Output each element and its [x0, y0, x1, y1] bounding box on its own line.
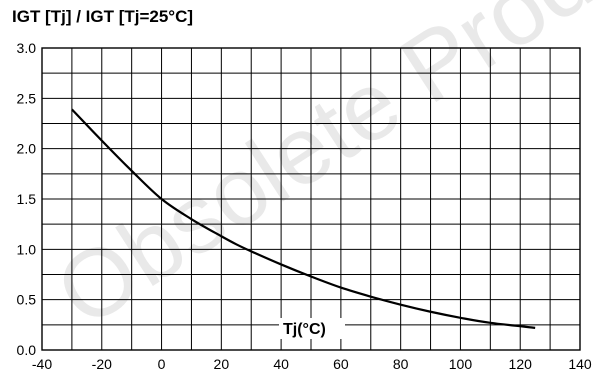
x-axis-label-background	[279, 318, 345, 339]
x-tick-label: -20	[92, 356, 112, 372]
y-tick-label: 0.5	[17, 292, 37, 308]
x-tick-label: 80	[393, 356, 409, 372]
x-tick-label: 20	[214, 356, 230, 372]
x-axis-label: Tj(°C)	[283, 321, 326, 338]
y-tick-label: 1.0	[17, 241, 37, 257]
y-tick-label: 0.0	[17, 342, 37, 358]
x-tick-label: 140	[568, 356, 592, 372]
y-tick-label: 3.0	[17, 40, 37, 56]
x-tick-label: 60	[333, 356, 349, 372]
x-tick-label: 120	[509, 356, 533, 372]
grid	[42, 48, 580, 350]
series-line	[71, 108, 536, 329]
plot-frame	[41, 47, 581, 351]
tick-labels: -40 -20 0 20 40 60 80 100 120 140 0.0 0.5 1.0 1.5 2.0 2…	[17, 40, 592, 372]
y-tick-label: 2.5	[17, 90, 37, 106]
x-tick-label: 100	[449, 356, 473, 372]
y-tick-label: 2.0	[17, 141, 37, 157]
x-tick-label: 40	[273, 356, 289, 372]
x-tick-label: 0	[158, 356, 166, 372]
x-tick-label: -40	[32, 356, 52, 372]
y-axis-label: IGT [Tj] / IGT [Tj=25°C]	[12, 7, 193, 26]
y-tick-label: 1.5	[17, 191, 37, 207]
